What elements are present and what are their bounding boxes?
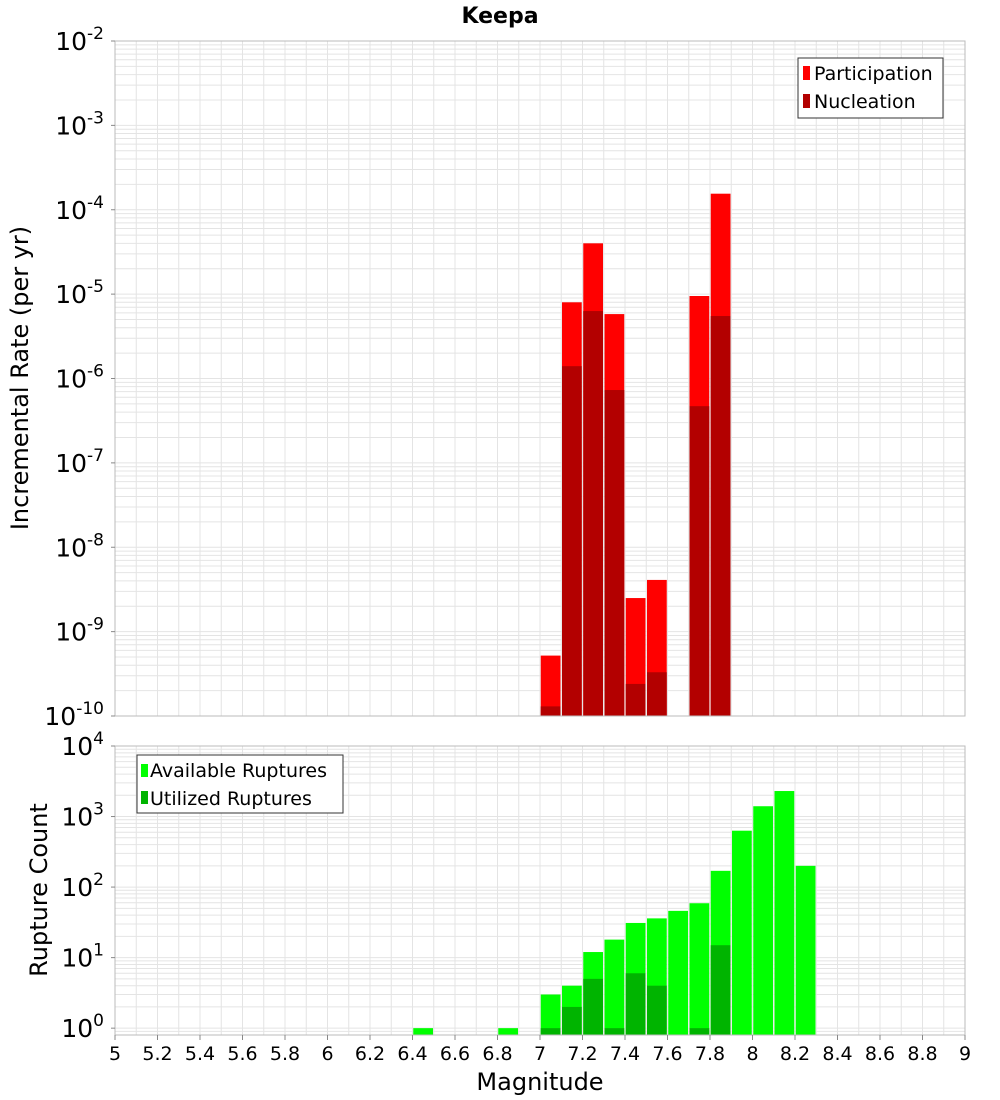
available-legend-swatch bbox=[141, 764, 148, 777]
x-tick-label: 8.8 bbox=[907, 1043, 937, 1065]
bottom-legend-box bbox=[136, 754, 344, 814]
y-tick-label: 104 bbox=[61, 729, 104, 761]
nucleation-bar bbox=[710, 316, 731, 716]
available-ruptures-bar bbox=[753, 806, 773, 1035]
available-ruptures-bar bbox=[689, 903, 710, 1035]
available-ruptures-bar bbox=[668, 910, 688, 1035]
participation-legend-swatch bbox=[803, 66, 810, 80]
available-ruptures-bar bbox=[604, 939, 625, 1035]
x-tick-label: 7.6 bbox=[652, 1043, 682, 1065]
utilized-legend-label: Utilized Ruptures bbox=[150, 788, 312, 810]
x-axis-label: Magnitude bbox=[476, 1068, 603, 1096]
y-tick-label: 10-3 bbox=[55, 108, 104, 140]
y-tick-label: 10-8 bbox=[55, 530, 104, 562]
x-tick-label: 8.4 bbox=[822, 1043, 852, 1065]
nucleation-bar bbox=[540, 706, 561, 716]
utilized-ruptures-bar bbox=[540, 1028, 561, 1035]
available-ruptures-bar bbox=[498, 1028, 518, 1035]
utilized-ruptures-bar bbox=[562, 1006, 582, 1035]
bottom-bars bbox=[413, 791, 816, 1035]
bottom-y-ticks: 104 103 102 101 100 bbox=[61, 729, 115, 1043]
nucleation-bar bbox=[562, 366, 582, 716]
available-ruptures-bar bbox=[413, 1028, 433, 1035]
utilized-ruptures-bar bbox=[604, 1028, 625, 1035]
top-grid bbox=[114, 41, 966, 717]
participation-bar bbox=[540, 655, 561, 716]
x-tick-label: 5.4 bbox=[185, 1043, 215, 1065]
nucleation-legend-label: Nucleation bbox=[814, 91, 916, 113]
bottom-grid bbox=[114, 746, 966, 1036]
top-legend: Participation Nucleation bbox=[797, 57, 944, 119]
x-tick-label: 6.8 bbox=[482, 1043, 512, 1065]
top-y-axis-label: Incremental Rate (per yr) bbox=[6, 226, 34, 530]
y-tick-label: 100 bbox=[61, 1011, 104, 1043]
x-tick-label: 7.4 bbox=[610, 1043, 640, 1065]
available-ruptures-bar bbox=[540, 994, 561, 1035]
top-bars bbox=[540, 193, 731, 717]
y-tick-label: 101 bbox=[61, 941, 104, 973]
bottom-y-axis-label: Rupture Count bbox=[25, 803, 53, 977]
y-tick-label: 10-2 bbox=[55, 24, 104, 56]
utilized-ruptures-bar bbox=[625, 973, 646, 1035]
x-tick-label: 7.8 bbox=[695, 1043, 725, 1065]
utilized-legend-swatch bbox=[141, 791, 148, 804]
utilized-ruptures-bar bbox=[583, 978, 603, 1035]
y-tick-label: 10-9 bbox=[55, 615, 104, 647]
available-legend-label: Available Ruptures bbox=[150, 760, 327, 782]
participation-legend-label: Participation bbox=[814, 63, 933, 85]
x-tick-label: 6.4 bbox=[397, 1043, 427, 1065]
nucleation-bar bbox=[689, 406, 710, 716]
y-tick-label: 103 bbox=[61, 800, 104, 832]
top-legend-box bbox=[797, 57, 944, 119]
available-ruptures-bar bbox=[732, 830, 752, 1035]
x-tick-label: 9 bbox=[959, 1043, 971, 1065]
available-ruptures-bar bbox=[774, 791, 795, 1035]
available-ruptures-bar bbox=[795, 865, 816, 1035]
nucleation-bar bbox=[604, 390, 625, 716]
x-ticks: 5 5.2 5.4 5.6 5.8 6 6.2 6.4 6.6 6.8 7 7.2 7.4 7.6 7.8 8… bbox=[109, 1035, 971, 1065]
x-tick-label: 5.2 bbox=[142, 1043, 172, 1065]
y-tick-label: 10-4 bbox=[55, 193, 104, 225]
x-tick-label: 7 bbox=[534, 1043, 546, 1065]
y-tick-label: 10-6 bbox=[55, 362, 104, 394]
nucleation-legend-swatch bbox=[803, 94, 810, 108]
x-tick-label: 8.2 bbox=[780, 1043, 810, 1065]
x-tick-label: 8 bbox=[746, 1043, 758, 1065]
y-tick-label: 102 bbox=[61, 870, 104, 902]
y-tick-label: 10-10 bbox=[44, 699, 104, 731]
nucleation-bar bbox=[583, 311, 603, 716]
y-tick-label: 10-5 bbox=[55, 277, 104, 309]
nucleation-bar bbox=[647, 672, 667, 716]
top-y-ticks: 10-2 10-3 10-4 10-5 10-6 10-7 10-8 10-9 10-10 bbox=[44, 24, 115, 731]
bottom-legend: Available Ruptures Utilized Ruptures bbox=[136, 754, 344, 814]
x-tick-label: 7.2 bbox=[567, 1043, 597, 1065]
nucleation-bar bbox=[625, 683, 646, 716]
top-plot: 10-2 10-3 10-4 10-5 10-6 10-7 10-8 10-9 10-10 In… bbox=[6, 24, 966, 731]
x-tick-label: 5 bbox=[109, 1043, 121, 1065]
x-tick-label: 6 bbox=[321, 1043, 333, 1065]
y-tick-label: 10-7 bbox=[55, 446, 104, 478]
chart-title: Keepa bbox=[461, 4, 538, 29]
x-tick-label: 8.6 bbox=[865, 1043, 895, 1065]
x-tick-label: 6.2 bbox=[355, 1043, 385, 1065]
x-tick-label: 5.6 bbox=[227, 1043, 257, 1065]
utilized-ruptures-bar bbox=[647, 985, 667, 1035]
bottom-plot: 104 103 102 101 100 5 5.2 5.4 5.6 5.8 6 6.2 6.4 6.6 6… bbox=[25, 729, 971, 1096]
utilized-ruptures-bar bbox=[689, 1028, 710, 1035]
x-tick-label: 5.8 bbox=[270, 1043, 300, 1065]
x-tick-label: 6.6 bbox=[440, 1043, 470, 1065]
utilized-ruptures-bar bbox=[710, 945, 731, 1035]
